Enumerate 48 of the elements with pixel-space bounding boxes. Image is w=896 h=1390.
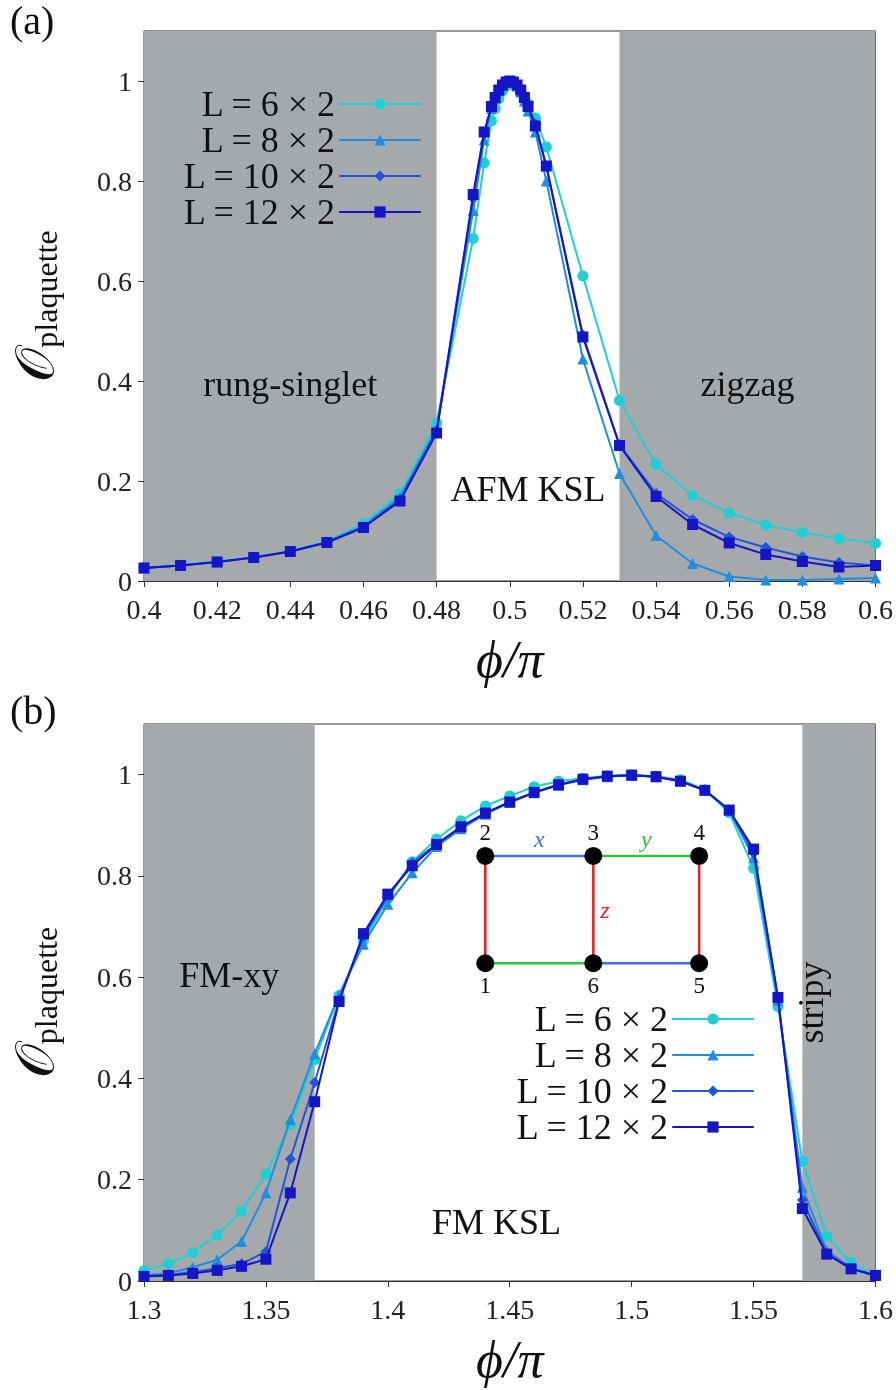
annotation: AFM KSL [450, 468, 606, 509]
x-axis-title: ϕ/π [476, 630, 546, 688]
x-tick-label: 0.58 [777, 593, 827, 625]
x-tick-label: 0.5 [492, 593, 528, 625]
x-tick-label: 0.52 [558, 593, 608, 625]
x-tick-label: 0.48 [412, 593, 462, 625]
x-axis-title: ϕ/π [476, 1330, 546, 1388]
x-tick-label: 0.6 [858, 593, 893, 625]
annotation: 6 [587, 973, 600, 999]
annotation: x [532, 825, 545, 852]
annotation: y [638, 825, 652, 852]
y-axis-title: 𝒪plaquette [5, 230, 65, 382]
annotation: 5 [693, 973, 705, 999]
annotation: 1 [479, 973, 492, 999]
x-tick-label: 0.56 [704, 593, 754, 625]
x-tick-label: 0.46 [338, 593, 388, 625]
annotation: 2 [479, 819, 492, 845]
annotation: z [599, 896, 611, 923]
x-tick-label: 1.6 [858, 1293, 893, 1325]
annotation: 4 [693, 819, 706, 845]
annotation: FM KSL [431, 1202, 562, 1243]
y-tick-label: 0.2 [97, 1164, 132, 1196]
text: (a) [10, 0, 55, 43]
y-tick-label: 0.4 [97, 365, 132, 397]
band-label: FM-xy [179, 954, 280, 995]
y-axis-title: 𝒪plaquette [5, 926, 65, 1079]
annotation: 3 [587, 819, 600, 845]
x-tick-label: 1.5 [614, 1293, 650, 1325]
y-tick-label: 0 [118, 565, 132, 597]
y-tick-label: 0.6 [97, 961, 132, 993]
x-tick-label: 1.4 [370, 1293, 406, 1325]
x-tick-label: 0.54 [631, 593, 681, 625]
y-tick-label: 0.6 [97, 265, 132, 297]
x-tick-label: 0.44 [265, 593, 315, 625]
band-label: rung-singlet [203, 364, 378, 405]
y-tick-label: 0.2 [97, 465, 132, 497]
text: (b) [10, 687, 57, 733]
x-tick-label: 1.55 [729, 1293, 779, 1325]
band-label: zigzag [700, 364, 795, 405]
y-tick-label: 1 [118, 759, 132, 791]
y-tick-label: 1 [118, 65, 132, 97]
x-tick-label: 1.45 [485, 1293, 535, 1325]
y-tick-label: 0.8 [97, 860, 132, 892]
x-tick-label: 0.42 [192, 593, 242, 625]
y-tick-label: 0.8 [97, 165, 132, 197]
x-tick-label: 1.35 [241, 1293, 291, 1325]
y-tick-label: 0.4 [97, 1062, 132, 1094]
band-label: stripy [790, 961, 831, 1044]
